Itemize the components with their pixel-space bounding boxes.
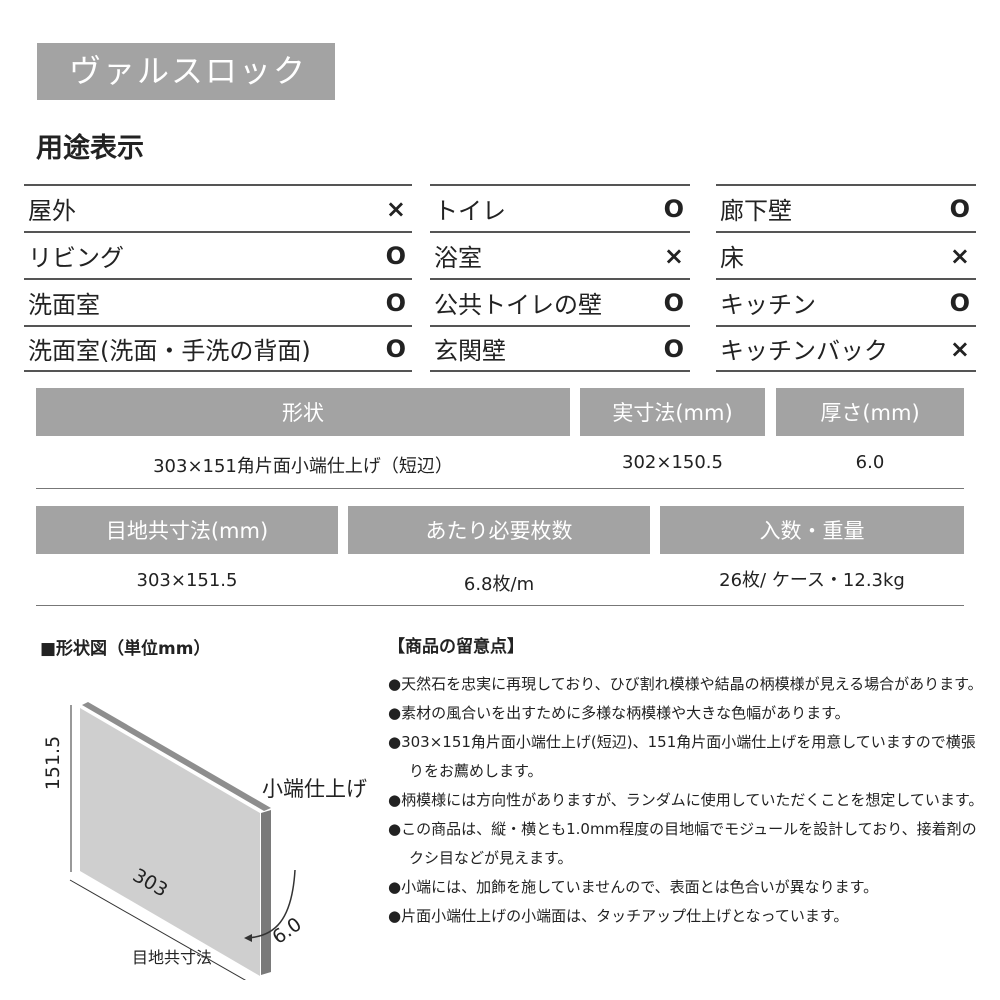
usage-mark: O [385, 334, 406, 363]
usage-mark: O [949, 288, 970, 317]
usage-label: リビング [28, 244, 124, 272]
usage-mark: O [663, 288, 684, 317]
usage-label: 洗面室(洗面・手洗の背面) [28, 337, 311, 365]
note-item: ●素材の風合いを出すために多様な柄模様や大きな色幅があります。 [388, 704, 850, 722]
spec-header-thickness: 厚さ(mm) [776, 388, 964, 436]
width-dimension-line [69, 879, 247, 980]
usage-mark: × [663, 241, 684, 270]
usage-row: 洗面室 O [24, 278, 412, 325]
notes-list: ●天然石を忠実に再現しており、ひび割れ模様や結晶の柄模様が見える場合があります。… [388, 670, 988, 931]
diagram-caption: 目地共寸法 [132, 948, 213, 967]
usage-label: キッチンバック [720, 337, 888, 365]
usage-label: 浴室 [434, 244, 482, 272]
usage-label: 洗面室 [28, 291, 100, 319]
tile-shape-diagram [69, 702, 296, 980]
usage-label: 玄関壁 [434, 337, 506, 365]
usage-label: 屋外 [28, 197, 76, 225]
spec-value-shape: 303×151角片面小端仕上げ（短辺） [153, 456, 453, 477]
note-item: ●この商品は、縦・横とも1.0mm程度の目地幅でモジュールを設計しており、接着剤… [388, 820, 977, 867]
usage-column-3: 廊下壁 O 床 × キッチン O キッチンバック × [716, 184, 976, 372]
note-item: ●小端には、加飾を施していませんので、表面とは色合いが異なります。 [388, 878, 879, 896]
edge-arrow [245, 869, 296, 939]
spec-value-thickness: 6.0 [855, 452, 885, 473]
notes-heading: 【商品の留意点】 [388, 637, 524, 657]
usage-column-1: 屋外 × リビング O 洗面室 O 洗面室(洗面・手洗の背面) O [24, 184, 412, 372]
usage-mark: × [385, 194, 406, 223]
usage-row: キッチンバック × [716, 325, 976, 372]
usage-mark: O [663, 334, 684, 363]
spec-value-required-count: 6.8枚/m [463, 574, 535, 595]
spec-header-shape: 形状 [36, 388, 570, 436]
tile-side-edge [261, 810, 271, 975]
usage-mark: O [949, 194, 970, 223]
tile-face [80, 708, 260, 976]
product-title: ヴァルスロック [37, 43, 335, 100]
usage-row: 公共トイレの壁 O [430, 278, 690, 325]
usage-label: 床 [720, 244, 744, 272]
note-item: ●片面小端仕上げの小端面は、タッチアップ仕上げとなっています。 [388, 907, 849, 925]
usage-row: リビング O [24, 231, 412, 278]
arrow-head-icon [244, 934, 252, 942]
usage-row: 屋外 × [24, 184, 412, 231]
note-item: ●柄模様には方向性がありますが、ランダムに使用していただくことを想定しています。 [388, 791, 984, 809]
spec-header-required-count: あたり必要枚数 [348, 506, 650, 554]
spec-value-actual-size: 302×150.5 [622, 452, 723, 473]
usage-mark: × [949, 334, 970, 363]
tile-top-edge [82, 702, 271, 811]
divider [36, 605, 964, 606]
spec-value-joint-size: 303×151.5 [136, 570, 238, 591]
usage-mark: O [385, 288, 406, 317]
note-item: ●303×151角片面小端仕上げ(短辺)、151角片面小端仕上げを用意しています… [388, 733, 976, 780]
usage-mark: O [663, 194, 684, 223]
usage-label: 公共トイレの壁 [434, 291, 602, 319]
usage-row: 玄関壁 O [430, 325, 690, 372]
spec-value-quantity-weight: 26枚/ ケース・12.3kg [719, 570, 905, 591]
usage-mark: × [949, 241, 970, 270]
spec-header-joint-size: 目地共寸法(mm) [36, 506, 338, 554]
edge-finish-label: 小端仕上げ [262, 777, 367, 801]
divider [36, 488, 964, 489]
spec-header-quantity-weight: 入数・重量 [660, 506, 964, 554]
usage-label: 廊下壁 [720, 197, 792, 225]
spec-header-actual-size: 実寸法(mm) [580, 388, 765, 436]
usage-mark: O [385, 241, 406, 270]
usage-label: キッチン [720, 291, 816, 319]
usage-row: 床 × [716, 231, 976, 278]
shape-diagram-heading: ■形状図（単位mm） [40, 639, 211, 659]
usage-heading: 用途表示 [36, 133, 144, 164]
usage-label: トイレ [434, 197, 506, 225]
usage-row: 廊下壁 O [716, 184, 976, 231]
usage-row: キッチン O [716, 278, 976, 325]
height-label: 151.5 [42, 735, 65, 791]
usage-column-2: トイレ O 浴室 × 公共トイレの壁 O 玄関壁 O [430, 184, 690, 372]
usage-row: トイレ O [430, 184, 690, 231]
note-item: ●天然石を忠実に再現しており、ひび割れ模様や結晶の柄模様が見える場合があります。 [388, 675, 983, 693]
usage-row: 浴室 × [430, 231, 690, 278]
usage-row: 洗面室(洗面・手洗の背面) O [24, 325, 412, 372]
